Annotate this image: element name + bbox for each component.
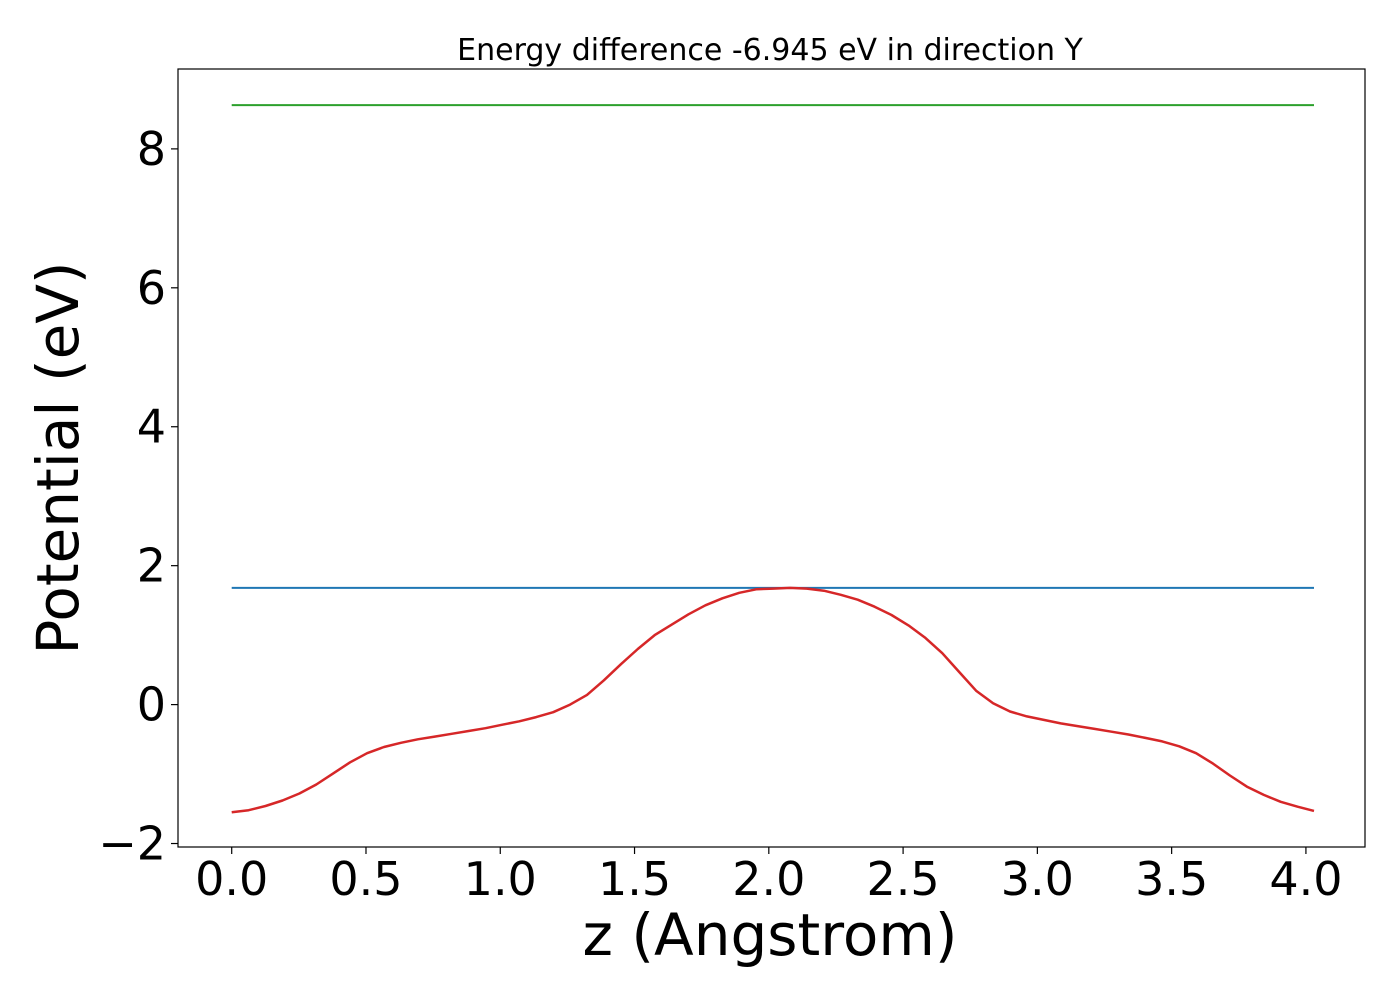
x-tick-label: 1.5: [598, 852, 671, 906]
chart-title: Energy difference -6.945 eV in direction…: [457, 33, 1083, 68]
x-tick-label: 0.0: [195, 852, 268, 906]
x-axis: 0.0 0.5 1.0 1.5 2.0 2.5 3.0 3.5 4.0: [195, 847, 1342, 906]
y-tick-label: 4: [137, 400, 166, 454]
plot-area: [231, 104, 1315, 814]
x-tick-label: 1.0: [464, 852, 537, 906]
y-tick-label: 8: [137, 122, 166, 176]
y-axis: −2 0 2 4 6 8: [98, 122, 178, 871]
y-tick-label: 6: [137, 261, 166, 315]
y-axis-label: Potential (eV): [24, 261, 92, 654]
series-line-2: [231, 586, 1315, 814]
x-tick-label: 3.5: [1135, 852, 1208, 906]
y-tick-label: 2: [137, 539, 166, 593]
x-axis-label: z (Angstrom): [583, 901, 958, 969]
plot-frame: [177, 68, 1366, 848]
x-tick-label: 3.0: [1001, 852, 1074, 906]
y-tick-label: −2: [98, 817, 166, 871]
y-tick-label: 0: [137, 678, 166, 732]
x-tick-label: 2.0: [732, 852, 805, 906]
x-tick-label: 2.5: [867, 852, 940, 906]
x-tick-label: 0.5: [329, 852, 402, 906]
x-tick-label: 4.0: [1269, 852, 1342, 906]
